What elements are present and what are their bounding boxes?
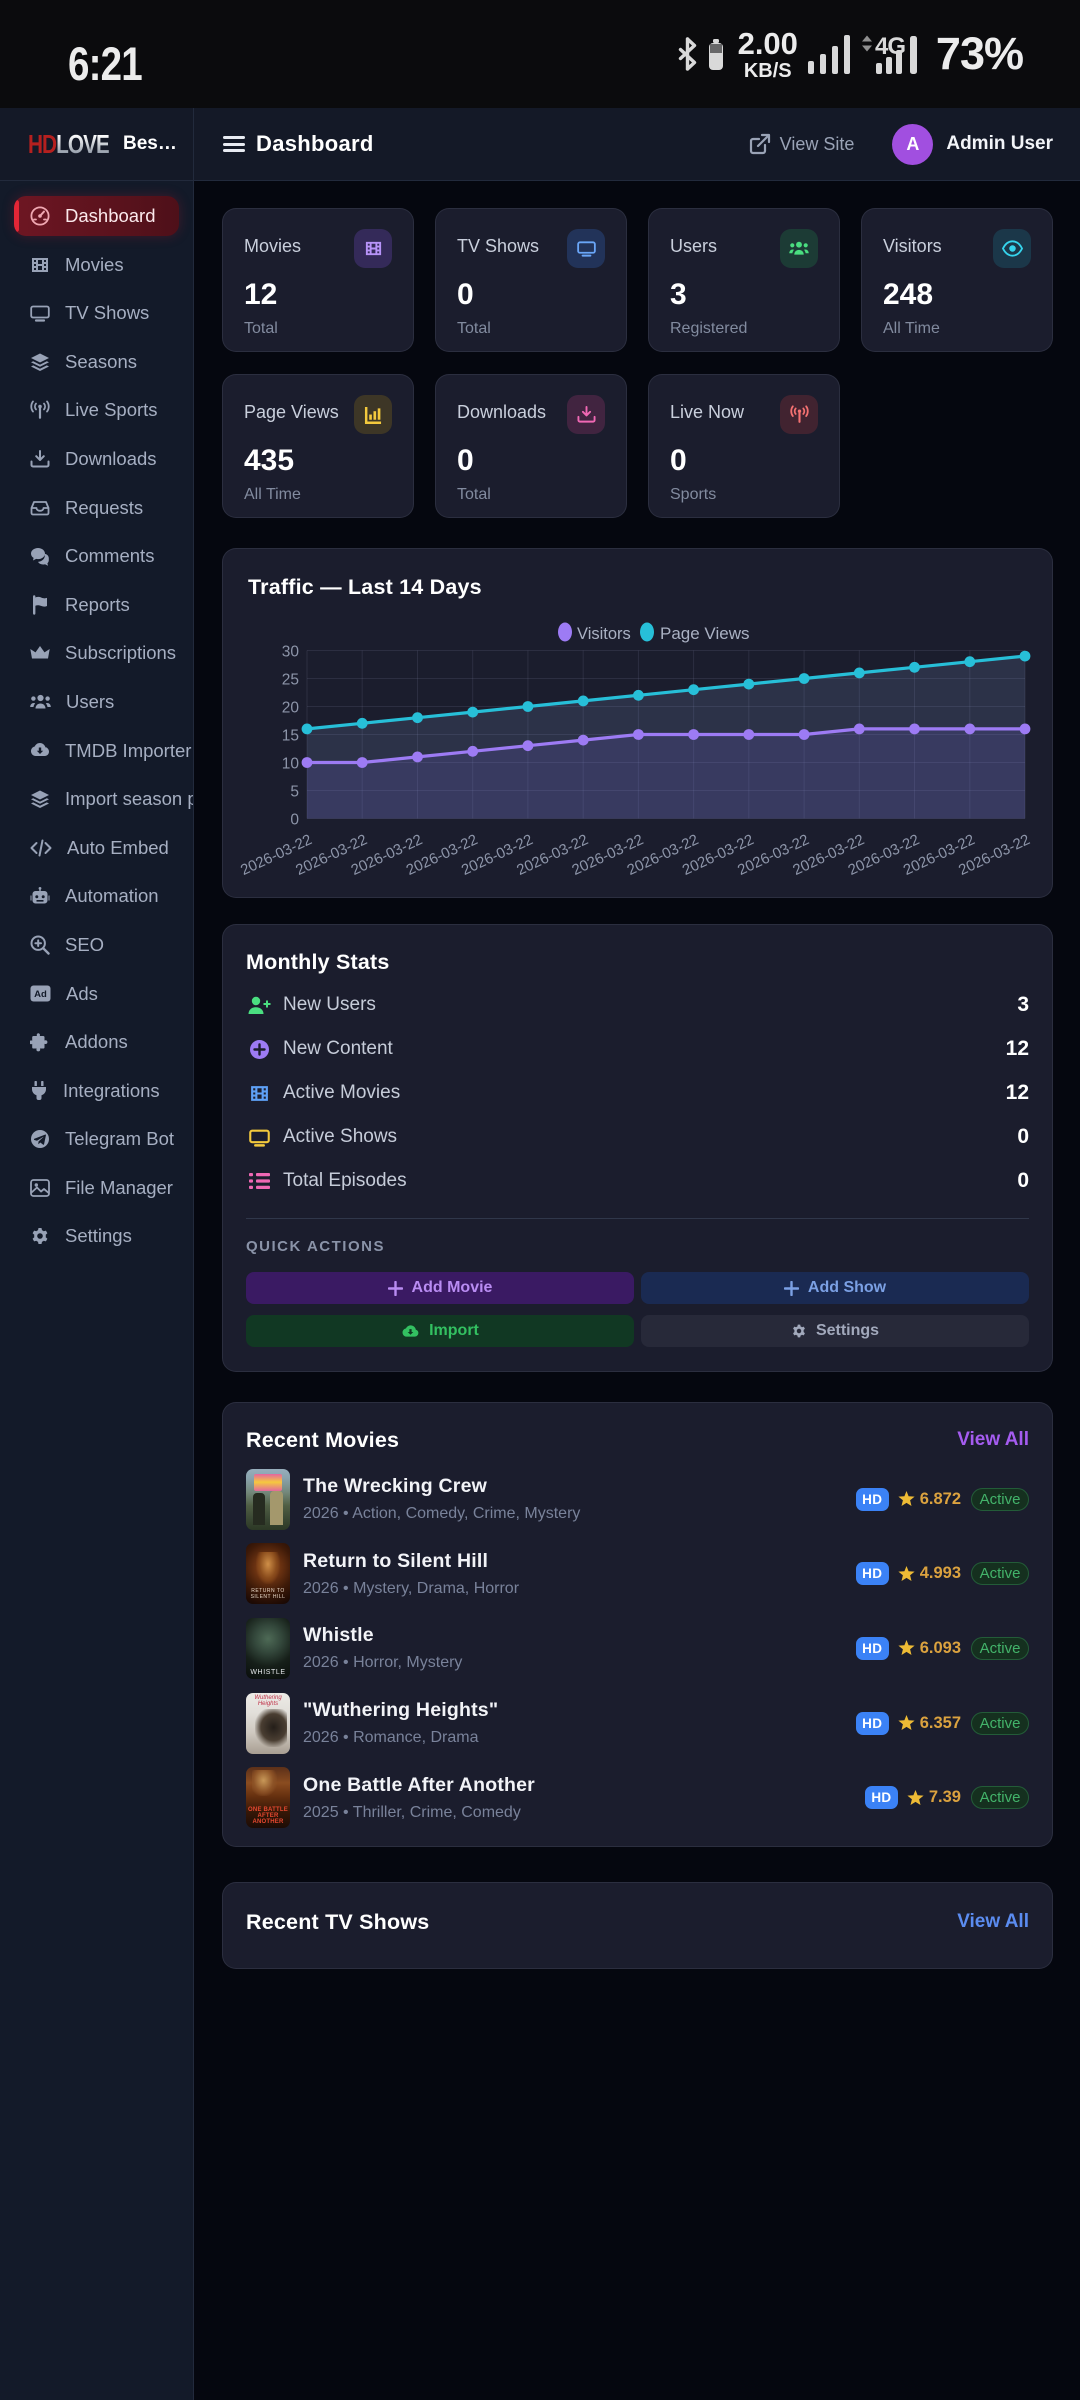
- svg-text:20: 20: [282, 700, 300, 717]
- svg-text:15: 15: [282, 728, 299, 745]
- svg-text:Ad: Ad: [34, 989, 47, 1000]
- svg-text:Visitors: Visitors: [577, 625, 631, 643]
- svg-text:5: 5: [290, 784, 299, 801]
- svg-text:10: 10: [282, 756, 300, 773]
- svg-text:25: 25: [282, 672, 299, 689]
- svg-text:Page Views: Page Views: [660, 624, 749, 643]
- svg-text:30: 30: [282, 644, 300, 661]
- svg-text:0: 0: [290, 812, 299, 829]
